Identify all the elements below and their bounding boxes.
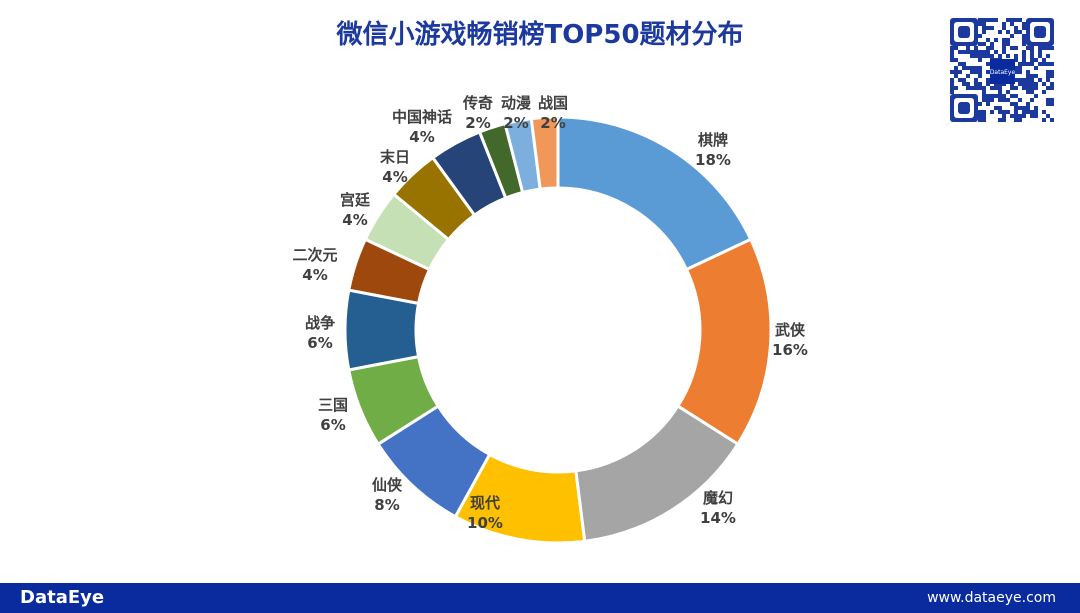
dataeye-logo: DataEye	[20, 587, 105, 608]
value-label: 4%	[302, 266, 328, 284]
data-label: 末日 4%	[380, 147, 410, 187]
value-label: 16%	[772, 341, 808, 359]
value-label: 4%	[382, 168, 408, 186]
category-label: 战国	[537, 94, 569, 112]
value-label: 6%	[307, 334, 333, 352]
website-link[interactable]: www.dataeye.com	[927, 590, 1056, 606]
data-label: 战国 2%	[538, 93, 568, 133]
qr-code: DataEye	[950, 18, 1055, 125]
data-label: 仙侠 8%	[372, 475, 402, 515]
category-label: 二次元	[292, 246, 338, 264]
category-label: 战争	[304, 314, 336, 332]
footer-bar: DataEye www.dataeye.com	[0, 583, 1080, 613]
category-label: 宫廷	[339, 191, 371, 209]
data-label: 传奇 2%	[463, 93, 493, 133]
value-label: 2%	[503, 114, 529, 132]
value-label: 2%	[465, 114, 491, 132]
data-label: 魔幻 14%	[700, 488, 736, 528]
value-label: 4%	[342, 211, 368, 229]
data-label: 宫廷 4%	[340, 190, 370, 230]
category-label: 三国	[317, 396, 349, 414]
category-label: 动漫	[500, 94, 532, 112]
category-label: 传奇	[462, 94, 494, 112]
data-label: 棋牌 18%	[695, 130, 731, 170]
data-label: 武侠 16%	[772, 320, 808, 360]
data-label: 中国神话 4%	[392, 107, 452, 147]
category-label: 现代	[469, 494, 500, 512]
value-label: 8%	[374, 496, 400, 514]
value-label: 10%	[467, 514, 503, 532]
slice-战国	[529, 115, 560, 191]
category-label: 末日	[379, 148, 411, 166]
value-label: 18%	[695, 151, 731, 169]
value-label: 4%	[409, 128, 435, 146]
category-label: 魔幻	[702, 489, 733, 507]
data-label: 二次元 4%	[292, 245, 337, 285]
data-label: 战争 6%	[305, 313, 335, 353]
value-label: 2%	[540, 114, 566, 132]
data-label: 现代 10%	[467, 493, 503, 533]
chart-title: 微信小游戏畅销榜TOP50题材分布	[336, 20, 744, 50]
category-label: 武侠	[774, 321, 805, 339]
value-label: 6%	[320, 416, 346, 434]
category-label: 棋牌	[697, 131, 728, 149]
value-label: 14%	[700, 509, 736, 527]
data-label: 三国 6%	[318, 395, 348, 435]
category-label: 仙侠	[371, 476, 403, 494]
qr-logo: DataEye	[990, 69, 1016, 76]
category-label: 中国神话	[391, 108, 453, 126]
data-label: 动漫 2%	[501, 93, 531, 133]
donut-chart	[343, 115, 773, 545]
